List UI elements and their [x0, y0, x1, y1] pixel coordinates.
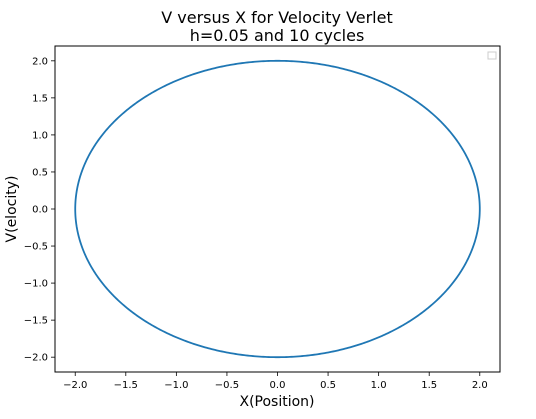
plot-frame: [54, 45, 501, 373]
y-tick-label: 0.5: [32, 167, 48, 178]
x-axis: −2.0 −1.5 −1.0 −0.5 0.0 0.5 1.0 1.5 2.0: [63, 372, 488, 391]
y-tick-label: −2.0: [24, 353, 48, 364]
x-tick-label: −2.0: [63, 380, 87, 391]
chart-title-line-2: h=0.05 and 10 cycles: [190, 26, 365, 45]
series-line: [74, 59, 481, 359]
series-layer: [74, 59, 481, 359]
x-tick-label: 1.0: [371, 380, 387, 391]
y-axis-label: V(elocity): [4, 176, 20, 243]
x-axis-label: X(Position): [239, 394, 314, 410]
x-tick-label: −0.5: [215, 380, 239, 391]
y-tick-label: 1.0: [32, 130, 48, 141]
x-tick-label: 0.0: [270, 380, 286, 391]
legend-box: [487, 51, 497, 60]
x-tick-label: 0.5: [320, 380, 336, 391]
chart-title-line-1: V versus X for Velocity Verlet: [161, 8, 393, 27]
x-tick-label: 1.5: [421, 380, 437, 391]
y-tick-label: 0.0: [32, 205, 48, 216]
y-tick-label: 1.5: [32, 93, 48, 104]
chart-title: V versus X for Velocity Verlet h=0.05 an…: [161, 8, 393, 45]
x-tick-label: −1.0: [164, 380, 188, 391]
y-tick-label: −1.0: [24, 279, 48, 290]
x-tick-label: −1.5: [114, 380, 138, 391]
y-tick-label: −0.5: [24, 242, 48, 253]
x-tick-label: 2.0: [472, 380, 488, 391]
y-axis: 2.0 1.5 1.0 0.5 0.0 −0.5 −1.0 −1.5 −2.0: [24, 56, 55, 364]
y-tick-label: −1.5: [24, 316, 48, 327]
y-tick-label: 2.0: [32, 56, 48, 67]
